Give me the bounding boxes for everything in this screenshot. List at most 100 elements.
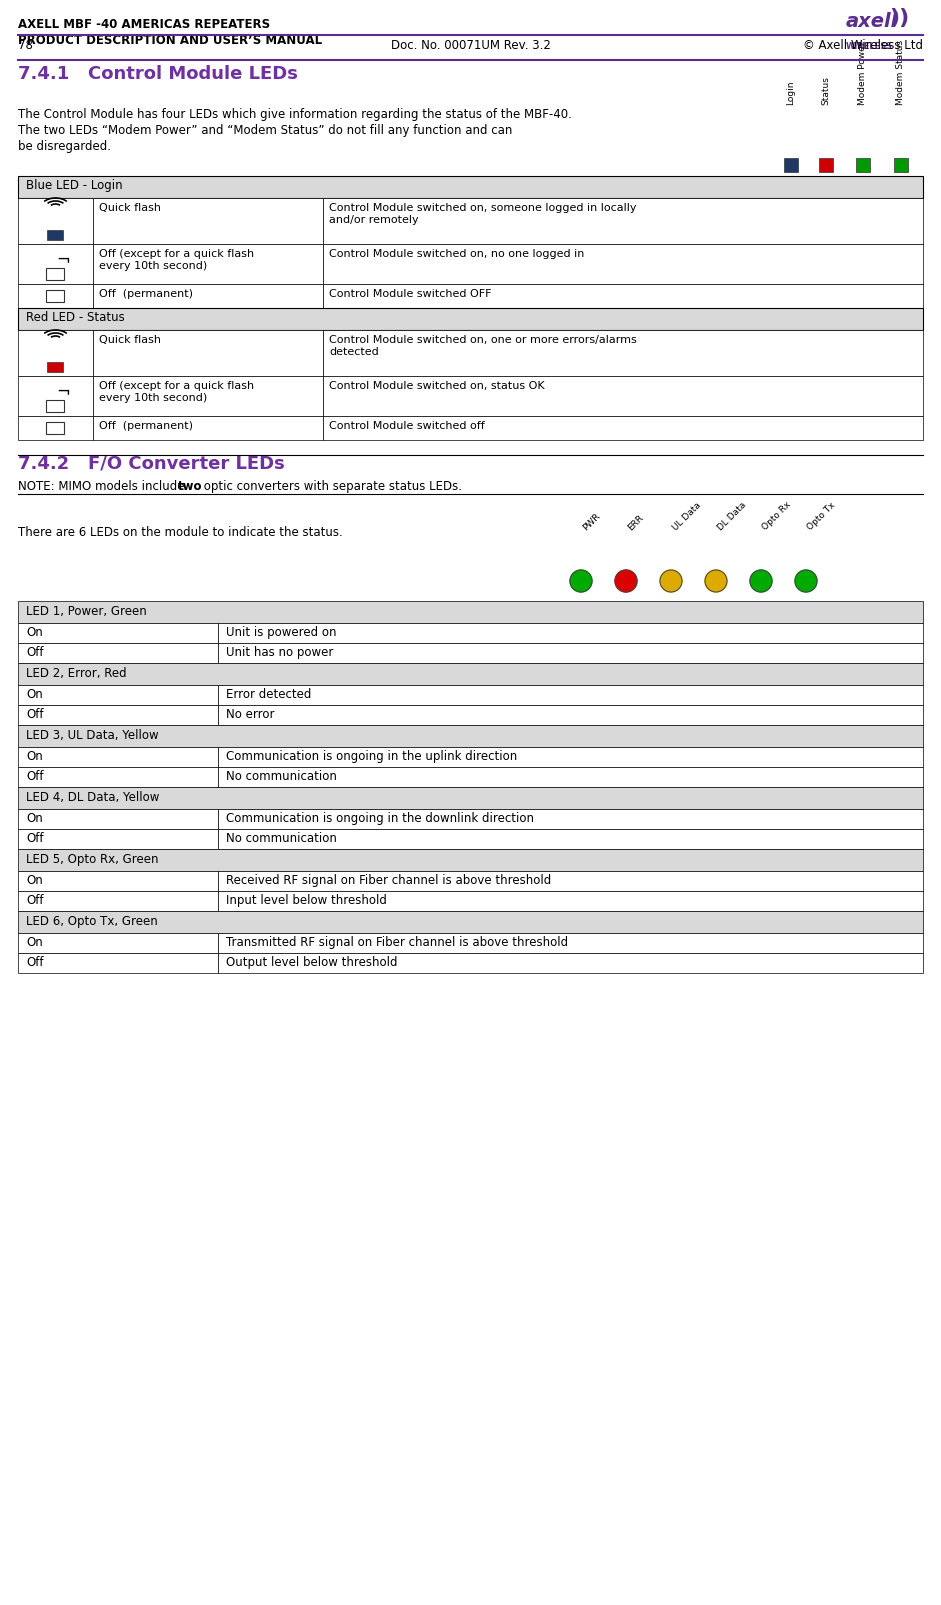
- Text: ERR: ERR: [626, 514, 646, 531]
- Bar: [784, 157, 798, 172]
- Text: Control Module switched on, no one logged in: Control Module switched on, no one logge…: [329, 249, 584, 258]
- Bar: [856, 157, 870, 172]
- Text: Modem Power: Modem Power: [858, 42, 868, 104]
- Bar: [218, 623, 923, 644]
- Bar: [47, 363, 63, 372]
- Text: On: On: [26, 812, 42, 825]
- Bar: [18, 912, 923, 933]
- Bar: [218, 705, 923, 725]
- Bar: [18, 705, 218, 725]
- Text: Blue LED - Login: Blue LED - Login: [26, 180, 122, 193]
- Bar: [218, 746, 923, 767]
- Text: AXELL MBF -40 AMERICAS REPEATERS: AXELL MBF -40 AMERICAS REPEATERS: [18, 18, 270, 30]
- Text: © Axell Wireless Ltd: © Axell Wireless Ltd: [803, 39, 923, 51]
- Text: WIRELESS: WIRELESS: [846, 42, 893, 51]
- Bar: [323, 376, 923, 416]
- Bar: [323, 416, 923, 440]
- Text: Off: Off: [26, 894, 43, 907]
- Text: Control Module switched off: Control Module switched off: [329, 421, 485, 432]
- Bar: [18, 600, 923, 623]
- Text: Status: Status: [821, 75, 831, 104]
- Text: On: On: [26, 936, 42, 949]
- Text: Off (except for a quick flash
every 10th second): Off (except for a quick flash every 10th…: [99, 249, 254, 271]
- Bar: [18, 685, 218, 705]
- Circle shape: [795, 570, 817, 592]
- Bar: [18, 872, 218, 891]
- Bar: [218, 830, 923, 849]
- Text: Red LED - Status: Red LED - Status: [26, 311, 125, 324]
- Text: Unit has no power: Unit has no power: [226, 645, 333, 660]
- Text: Transmitted RF signal on Fiber channel is above threshold: Transmitted RF signal on Fiber channel i…: [226, 936, 568, 949]
- Bar: [18, 725, 923, 746]
- Text: Login: Login: [787, 80, 795, 104]
- Text: The Control Module has four LEDs which give information regarding the status of : The Control Module has four LEDs which g…: [18, 108, 572, 120]
- Bar: [894, 157, 908, 172]
- Text: DL Data: DL Data: [716, 501, 748, 531]
- Bar: [218, 891, 923, 912]
- Bar: [18, 953, 218, 973]
- Text: Quick flash: Quick flash: [99, 202, 161, 213]
- Bar: [18, 376, 93, 416]
- Text: On: On: [26, 626, 42, 639]
- Text: On: On: [26, 689, 42, 701]
- Bar: [218, 809, 923, 830]
- Text: No communication: No communication: [226, 831, 337, 844]
- Bar: [218, 933, 923, 953]
- Text: be disregarded.: be disregarded.: [18, 140, 111, 152]
- Bar: [93, 244, 323, 284]
- Text: Doc. No. 00071UM Rev. 3.2: Doc. No. 00071UM Rev. 3.2: [391, 39, 550, 51]
- Bar: [18, 767, 218, 786]
- Text: Off (except for a quick flash
every 10th second): Off (except for a quick flash every 10th…: [99, 380, 254, 403]
- Bar: [18, 891, 218, 912]
- Text: Off: Off: [26, 957, 43, 969]
- Text: Error detected: Error detected: [226, 689, 311, 701]
- Text: LED 1, Power, Green: LED 1, Power, Green: [26, 605, 147, 618]
- Text: Control Module switched on, someone logged in locally
and/or remotely: Control Module switched on, someone logg…: [329, 202, 636, 225]
- Bar: [46, 422, 65, 433]
- Text: Communication is ongoing in the downlink direction: Communication is ongoing in the downlink…: [226, 812, 534, 825]
- Text: Off  (permanent): Off (permanent): [99, 289, 193, 299]
- Bar: [18, 746, 218, 767]
- Text: UL Data: UL Data: [671, 501, 703, 531]
- Text: NOTE: MIMO models include: NOTE: MIMO models include: [18, 480, 188, 493]
- Text: Opto Rx: Opto Rx: [761, 499, 793, 531]
- Bar: [18, 663, 923, 685]
- Bar: [18, 308, 923, 331]
- Text: On: On: [26, 750, 42, 762]
- Bar: [18, 284, 93, 308]
- Text: Off: Off: [26, 708, 43, 721]
- Bar: [18, 623, 218, 644]
- Text: Control Module switched on, status OK: Control Module switched on, status OK: [329, 380, 545, 392]
- Bar: [18, 786, 923, 809]
- Bar: [46, 268, 65, 279]
- Circle shape: [750, 570, 772, 592]
- Text: Control Module switched OFF: Control Module switched OFF: [329, 289, 491, 299]
- Text: Off: Off: [26, 770, 43, 783]
- Bar: [218, 872, 923, 891]
- Text: PWR: PWR: [581, 510, 602, 531]
- Bar: [218, 953, 923, 973]
- Bar: [93, 197, 323, 244]
- Text: Unit is powered on: Unit is powered on: [226, 626, 337, 639]
- Bar: [218, 685, 923, 705]
- Bar: [18, 416, 93, 440]
- Bar: [323, 284, 923, 308]
- Text: two: two: [178, 480, 202, 493]
- Text: There are 6 LEDs on the module to indicate the status.: There are 6 LEDs on the module to indica…: [18, 526, 343, 539]
- Text: 7.4.1   Control Module LEDs: 7.4.1 Control Module LEDs: [18, 64, 298, 83]
- Text: ¬: ¬: [56, 250, 71, 268]
- Bar: [323, 197, 923, 244]
- Bar: [18, 933, 218, 953]
- Text: Output level below threshold: Output level below threshold: [226, 957, 397, 969]
- Text: No communication: No communication: [226, 770, 337, 783]
- Bar: [18, 244, 93, 284]
- Circle shape: [660, 570, 682, 592]
- Text: ¬: ¬: [56, 382, 71, 400]
- Bar: [18, 197, 93, 244]
- Bar: [93, 376, 323, 416]
- Text: axell: axell: [846, 11, 899, 30]
- Bar: [323, 331, 923, 376]
- Text: LED 5, Opto Rx, Green: LED 5, Opto Rx, Green: [26, 852, 158, 867]
- Bar: [18, 830, 218, 849]
- Bar: [18, 177, 923, 197]
